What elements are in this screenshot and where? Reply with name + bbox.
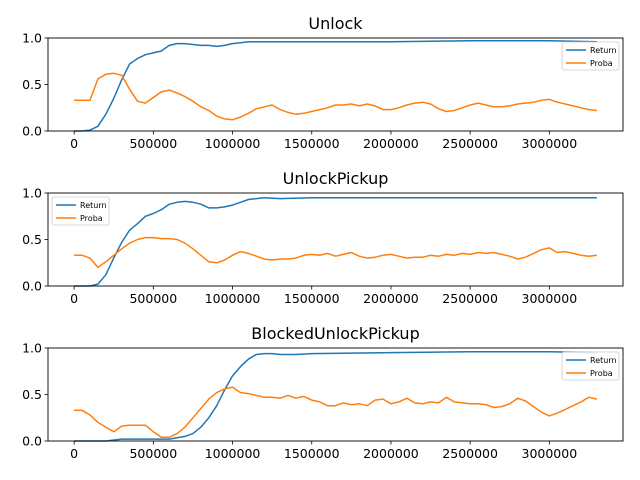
x-tick-label: 0 bbox=[70, 291, 78, 306]
legend: Return Proba bbox=[561, 351, 620, 381]
x-tick-label: 500000 bbox=[129, 136, 177, 151]
x-tick-label: 1500000 bbox=[284, 291, 340, 306]
x-tick-label: 3000000 bbox=[522, 136, 578, 151]
legend-label: Return bbox=[590, 356, 617, 365]
x-tick-label: 2000000 bbox=[363, 446, 419, 461]
x-tick-label: 1000000 bbox=[205, 136, 261, 151]
y-tick-label: 0.5 bbox=[22, 232, 42, 247]
legend-label: Return bbox=[80, 201, 107, 210]
chart-title: Unlock bbox=[308, 14, 363, 33]
chart-title: UnlockPickup bbox=[283, 169, 389, 188]
chart-title: BlockedUnlockPickup bbox=[251, 324, 419, 343]
x-tick-label: 1000000 bbox=[205, 446, 261, 461]
x-tick-label: 3000000 bbox=[522, 446, 578, 461]
series-line-return bbox=[74, 350, 597, 442]
y-tick-label: 0.5 bbox=[22, 387, 42, 402]
legend-label: Proba bbox=[590, 59, 613, 68]
legend-label: Proba bbox=[590, 369, 613, 378]
series-line-proba bbox=[74, 236, 597, 269]
legend-label: Proba bbox=[80, 214, 103, 223]
x-tick-label: 500000 bbox=[129, 446, 177, 461]
chart-panel-2: BlockedUnlockPickup 0 500000 1000000 1500000… bbox=[22, 324, 624, 461]
chart-panel-1: UnlockPickup 0 500000 1000000 1500000 2000000… bbox=[22, 169, 624, 306]
legend-label: Return bbox=[590, 46, 617, 55]
x-tick-label: 0 bbox=[70, 136, 78, 151]
y-tick-label: 0.5 bbox=[22, 77, 42, 92]
axes-frame bbox=[47, 347, 624, 442]
series-line-proba bbox=[74, 386, 598, 439]
chart-panel-0: Unlock 0 500000 1000000 1500000 2000000 250000… bbox=[22, 14, 624, 151]
y-tick-label: 1.0 bbox=[22, 186, 42, 201]
y-tick-label: 0.0 bbox=[22, 434, 42, 449]
legend: Return Proba bbox=[51, 196, 110, 226]
series-line-proba bbox=[74, 72, 597, 121]
y-tick-label: 0.0 bbox=[22, 279, 42, 294]
x-tick-label: 0 bbox=[70, 446, 78, 461]
series-line-return bbox=[74, 40, 597, 132]
legend: Return Proba bbox=[561, 41, 620, 71]
axes-frame bbox=[47, 37, 624, 132]
x-tick-label: 1500000 bbox=[284, 446, 340, 461]
x-tick-label: 500000 bbox=[129, 291, 177, 306]
series-line-return bbox=[74, 196, 597, 287]
y-tick-label: 1.0 bbox=[22, 31, 42, 46]
x-tick-label: 2500000 bbox=[442, 446, 498, 461]
x-tick-label: 2000000 bbox=[363, 291, 419, 306]
x-tick-label: 2000000 bbox=[363, 136, 419, 151]
x-tick-label: 3000000 bbox=[522, 291, 578, 306]
y-tick-label: 0.0 bbox=[22, 124, 42, 139]
x-tick-label: 2500000 bbox=[442, 136, 498, 151]
x-tick-label: 1500000 bbox=[284, 136, 340, 151]
y-tick-label: 1.0 bbox=[22, 341, 42, 356]
x-tick-label: 1000000 bbox=[205, 291, 261, 306]
x-tick-label: 2500000 bbox=[442, 291, 498, 306]
axes-frame bbox=[47, 192, 624, 287]
